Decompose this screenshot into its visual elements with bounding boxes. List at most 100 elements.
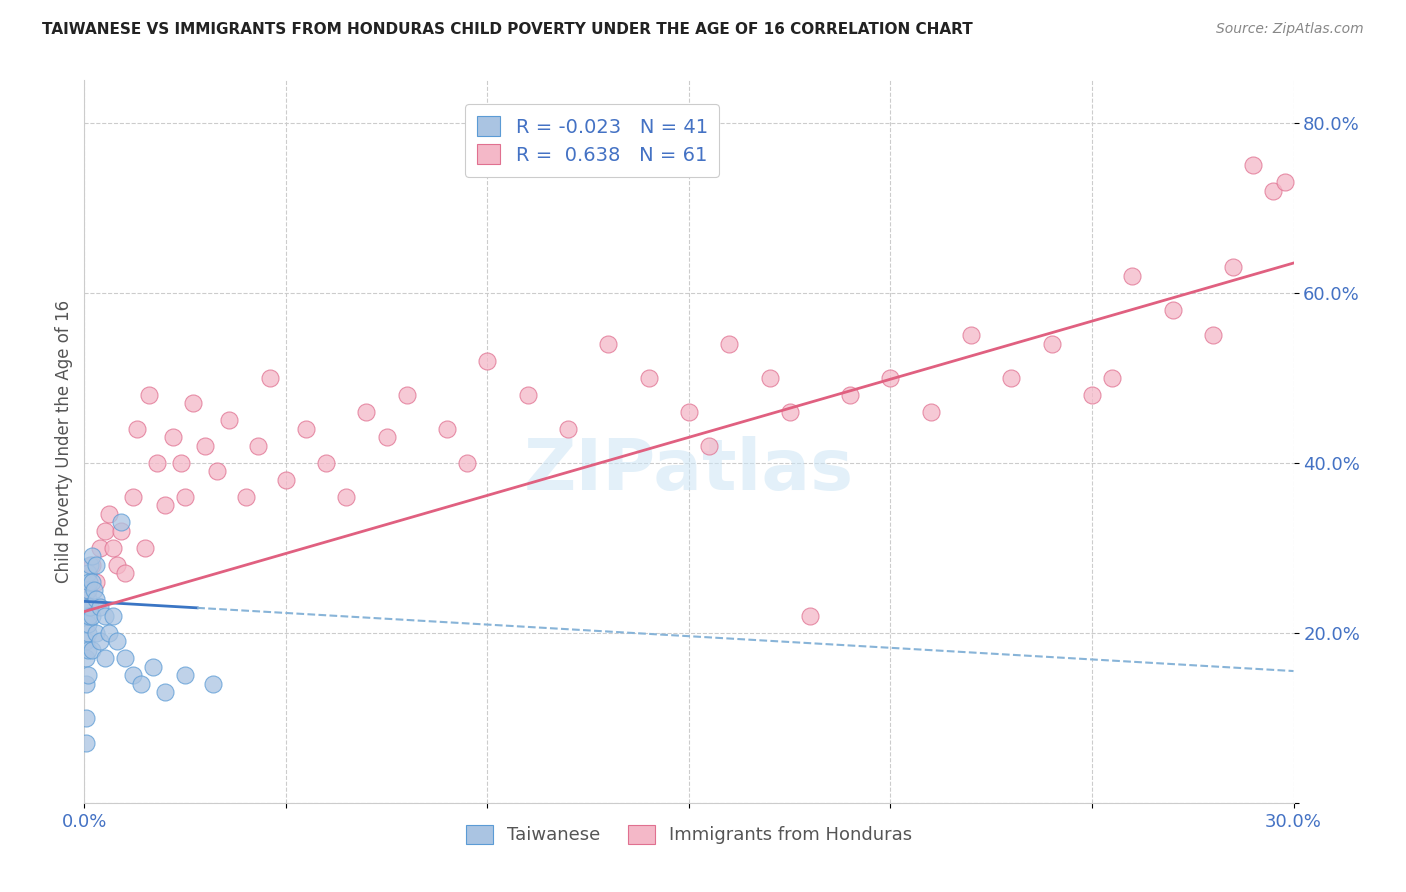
Point [76, 625, 98, 640]
Point [1274, 175, 1296, 189]
Point [97, 625, 120, 640]
Point [456, 456, 478, 470]
Point [477, 353, 499, 368]
Point [697, 439, 720, 453]
Point [97, 507, 120, 521]
Point [134, 541, 156, 555]
Point [356, 405, 378, 419]
Text: TAIWANESE VS IMMIGRANTS FROM HONDURAS CHILD POVERTY UNDER THE AGE OF 16 CORRELAT: TAIWANESE VS IMMIGRANTS FROM HONDURAS CH… [42, 22, 973, 37]
Point [125, 422, 148, 436]
Point [718, 336, 741, 351]
Point [395, 388, 418, 402]
Point [516, 388, 538, 402]
Point [170, 456, 193, 470]
Point [839, 388, 862, 402]
Point [174, 490, 197, 504]
Point [274, 473, 297, 487]
Point [194, 439, 217, 453]
Point [89, 634, 111, 648]
Point [138, 388, 160, 402]
Point [75, 608, 97, 623]
Point [77, 642, 100, 657]
Point [678, 405, 700, 419]
Point [110, 516, 132, 530]
Point [181, 396, 204, 410]
Point [82, 574, 104, 589]
Y-axis label: Child Poverty Under the Age of 16: Child Poverty Under the Age of 16 [55, 300, 73, 583]
Point [75, 711, 97, 725]
Point [77, 608, 100, 623]
Point [75, 651, 97, 665]
Point [218, 413, 240, 427]
Point [1222, 260, 1244, 275]
Point [436, 422, 458, 436]
Point [101, 541, 124, 555]
Point [207, 464, 229, 478]
Point [121, 668, 143, 682]
Point [1202, 328, 1225, 343]
Point [335, 490, 357, 504]
Point [82, 608, 104, 623]
Point [82, 558, 104, 572]
Point [315, 456, 337, 470]
Point [79, 558, 101, 572]
Point [598, 336, 620, 351]
Text: Source: ZipAtlas.com: Source: ZipAtlas.com [1216, 22, 1364, 37]
Point [114, 566, 136, 581]
Point [758, 371, 780, 385]
Point [77, 566, 100, 581]
Point [77, 574, 100, 589]
Point [153, 685, 176, 699]
Point [1161, 302, 1184, 317]
Point [75, 736, 97, 750]
Point [77, 668, 100, 682]
Point [86, 574, 108, 589]
Point [121, 490, 143, 504]
Point [1000, 371, 1022, 385]
Point [76, 591, 98, 606]
Point [375, 430, 398, 444]
Point [295, 422, 318, 436]
Point [779, 405, 801, 419]
Point [93, 524, 115, 538]
Point [89, 541, 111, 555]
Point [114, 651, 136, 665]
Point [77, 583, 100, 598]
Point [1040, 336, 1063, 351]
Point [246, 439, 269, 453]
Point [75, 677, 97, 691]
Point [174, 668, 197, 682]
Point [1101, 371, 1123, 385]
Point [93, 651, 115, 665]
Point [879, 371, 901, 385]
Point [920, 405, 942, 419]
Point [202, 677, 225, 691]
Point [82, 549, 104, 564]
Point [77, 617, 100, 632]
Point [235, 490, 257, 504]
Point [83, 583, 105, 598]
Point [82, 642, 104, 657]
Point [79, 600, 101, 615]
Legend: Taiwanese, Immigrants from Honduras: Taiwanese, Immigrants from Honduras [458, 818, 920, 852]
Point [77, 583, 100, 598]
Point [75, 634, 97, 648]
Point [89, 600, 111, 615]
Point [637, 371, 659, 385]
Point [142, 660, 165, 674]
Point [77, 600, 100, 615]
Point [86, 591, 108, 606]
Point [1121, 268, 1143, 283]
Point [101, 608, 124, 623]
Point [153, 498, 176, 512]
Point [799, 608, 821, 623]
Point [105, 634, 128, 648]
Point [146, 456, 169, 470]
Point [86, 558, 108, 572]
Point [557, 422, 579, 436]
Text: ZIPatlas: ZIPatlas [524, 436, 853, 505]
Point [93, 608, 115, 623]
Point [162, 430, 184, 444]
Point [129, 677, 152, 691]
Point [1241, 158, 1264, 172]
